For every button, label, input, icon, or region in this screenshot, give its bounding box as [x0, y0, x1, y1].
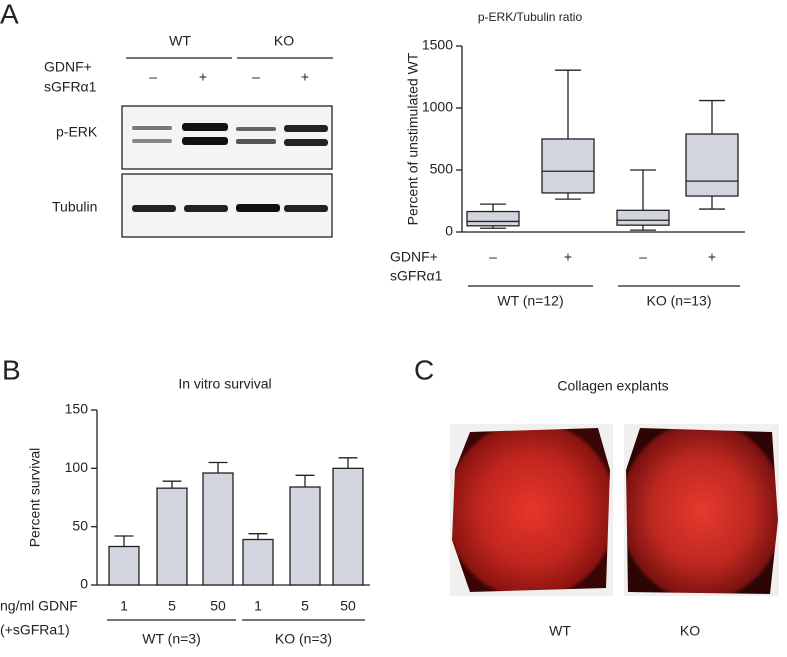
explant-title: Collagen explants	[557, 378, 668, 394]
bar	[242, 538, 274, 586]
box	[541, 138, 595, 194]
group-label: KO (n=13)	[647, 293, 712, 309]
blot-treatment: GDNF+	[44, 59, 92, 75]
y-tick-label: 100	[65, 459, 89, 475]
y-tick-label: 500	[430, 161, 454, 177]
lane-label: –	[149, 69, 157, 85]
box	[685, 133, 739, 197]
group-label: WT (n=3)	[142, 631, 200, 647]
x-tick-label: 1	[254, 598, 262, 614]
bar	[202, 472, 234, 586]
bar	[289, 486, 321, 586]
explant-label: KO	[680, 623, 700, 639]
bar	[332, 467, 364, 586]
x-tick-label: –	[639, 249, 647, 265]
x-tick-label: –	[489, 249, 497, 265]
x-tick-label: +	[708, 249, 716, 265]
lane-label: +	[199, 69, 207, 85]
box	[466, 210, 520, 227]
y-tick-label: 150	[65, 401, 89, 417]
panel-label: B	[2, 354, 21, 385]
panel-label: A	[0, 0, 19, 29]
chart-title: p-ERK/Tubulin ratio	[478, 10, 583, 24]
y-axis-title: Percent survival	[27, 448, 43, 548]
y-tick-label: 50	[72, 517, 88, 533]
blot-treatment: sGFRα1	[44, 79, 97, 95]
chart-title: In vitro survival	[178, 376, 271, 392]
box	[616, 209, 670, 226]
treatment-label: GDNF+	[390, 249, 438, 265]
bar	[108, 545, 140, 586]
lane-label: +	[301, 69, 309, 85]
y-tick-label: 0	[445, 223, 453, 239]
treatment-label: (+sGFRa1)	[0, 622, 70, 638]
x-tick-label: 50	[340, 598, 356, 614]
y-tick-label: 1000	[422, 99, 453, 115]
blot-group: WT	[169, 33, 191, 49]
bar	[156, 487, 188, 586]
blot-row-label: Tubulin	[52, 199, 97, 215]
x-tick-label: 50	[210, 598, 226, 614]
lane-label: –	[252, 69, 260, 85]
x-tick-label: 1	[120, 598, 128, 614]
y-tick-label: 0	[80, 576, 88, 592]
treatment-label: sGFRα1	[390, 268, 443, 284]
y-tick-label: 1500	[422, 37, 453, 53]
blot-group: KO	[274, 33, 294, 49]
explant-label: WT	[549, 623, 571, 639]
x-tick-label: 5	[301, 598, 309, 614]
y-axis-title: Percent of unstimulated WT	[405, 52, 421, 225]
x-tick-label: +	[564, 249, 572, 265]
blot-row-label: p-ERK	[56, 124, 98, 140]
treatment-label: ng/ml GDNF	[0, 598, 78, 614]
x-tick-label: 5	[168, 598, 176, 614]
panel-label: C	[414, 354, 434, 385]
blot-image	[121, 105, 333, 238]
group-label: KO (n=3)	[275, 631, 332, 647]
explant-image	[450, 424, 779, 596]
group-label: WT (n=12)	[497, 293, 563, 309]
